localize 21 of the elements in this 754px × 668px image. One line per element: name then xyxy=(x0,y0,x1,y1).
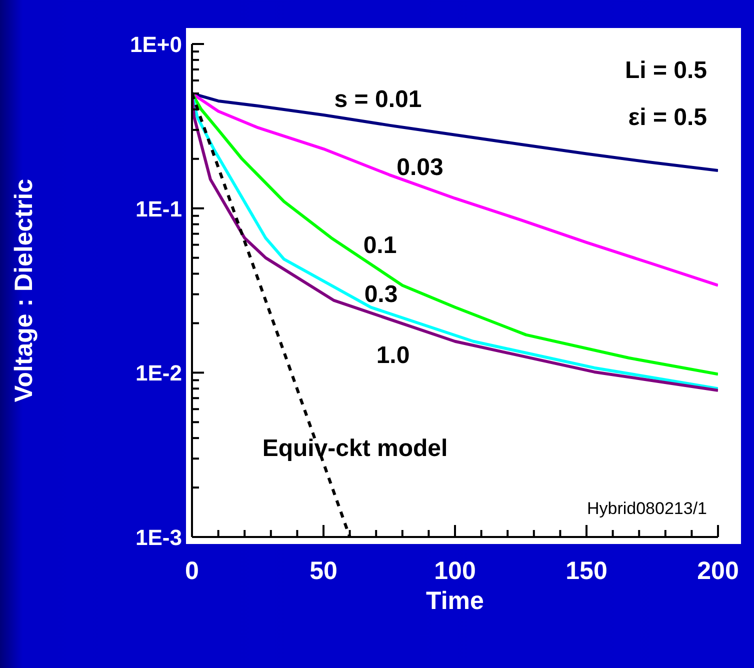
annotation: Li = 0.5 xyxy=(624,57,707,84)
series-label: 0.03 xyxy=(396,154,444,181)
series-label: Equiv-ckt model xyxy=(262,435,448,462)
line-series xyxy=(192,92,718,287)
y-tick-label: 1E-1 xyxy=(136,196,182,222)
y-tick-label: 1E+0 xyxy=(130,32,182,57)
series-label: 0.1 xyxy=(363,232,397,259)
y-tick-label: 1E-3 xyxy=(136,525,182,550)
series-label: s = 0.01 xyxy=(334,86,422,113)
x-tick-label: 0 xyxy=(185,557,199,585)
series-label: 1.0 xyxy=(376,342,410,369)
x-tick-label: 200 xyxy=(697,557,739,585)
y-tick-label: 1E-2 xyxy=(136,360,182,386)
series-label: 0.3 xyxy=(364,281,398,308)
y-axis-title: Voltage : Dielectric xyxy=(10,178,38,402)
annotation: Hybrid080213/1 xyxy=(586,499,707,518)
x-tick-label: 100 xyxy=(434,557,476,585)
x-axis-title: Time xyxy=(426,587,484,615)
x-tick-label: 50 xyxy=(310,557,338,585)
x-tick-label: 150 xyxy=(566,557,608,585)
annotation: εi = 0.5 xyxy=(628,104,707,131)
